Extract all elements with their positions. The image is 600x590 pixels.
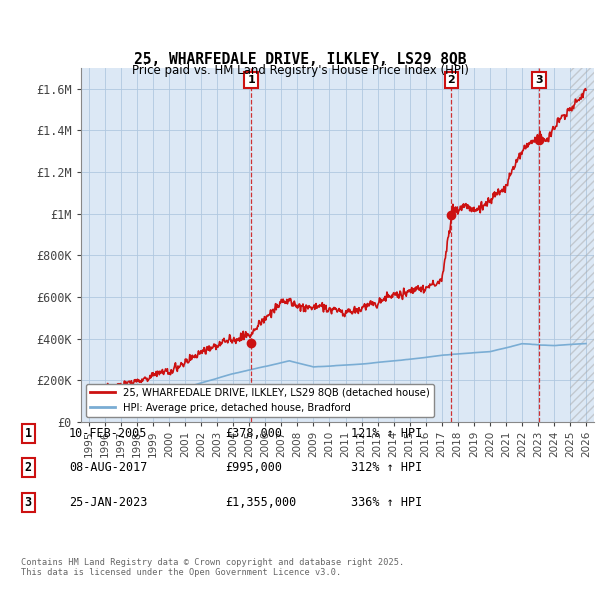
- Text: 336% ↑ HPI: 336% ↑ HPI: [351, 496, 422, 509]
- Text: Contains HM Land Registry data © Crown copyright and database right 2025.
This d: Contains HM Land Registry data © Crown c…: [21, 558, 404, 577]
- Text: 2: 2: [448, 76, 455, 85]
- Text: 2: 2: [25, 461, 32, 474]
- Text: Price paid vs. HM Land Registry's House Price Index (HPI): Price paid vs. HM Land Registry's House …: [131, 64, 469, 77]
- Text: £1,355,000: £1,355,000: [225, 496, 296, 509]
- Text: 25, WHARFEDALE DRIVE, ILKLEY, LS29 8QB: 25, WHARFEDALE DRIVE, ILKLEY, LS29 8QB: [134, 51, 466, 67]
- Text: 1: 1: [247, 76, 255, 85]
- Text: 3: 3: [535, 76, 543, 85]
- Text: 10-FEB-2005: 10-FEB-2005: [69, 427, 148, 440]
- Text: 25-JAN-2023: 25-JAN-2023: [69, 496, 148, 509]
- Text: 08-AUG-2017: 08-AUG-2017: [69, 461, 148, 474]
- Text: £378,000: £378,000: [225, 427, 282, 440]
- Text: 3: 3: [25, 496, 32, 509]
- Text: 312% ↑ HPI: 312% ↑ HPI: [351, 461, 422, 474]
- Bar: [570, 32, 594, 422]
- Legend: 25, WHARFEDALE DRIVE, ILKLEY, LS29 8QB (detached house), HPI: Average price, det: 25, WHARFEDALE DRIVE, ILKLEY, LS29 8QB (…: [86, 384, 434, 417]
- Text: 1: 1: [25, 427, 32, 440]
- Text: £995,000: £995,000: [225, 461, 282, 474]
- Text: 121% ↑ HPI: 121% ↑ HPI: [351, 427, 422, 440]
